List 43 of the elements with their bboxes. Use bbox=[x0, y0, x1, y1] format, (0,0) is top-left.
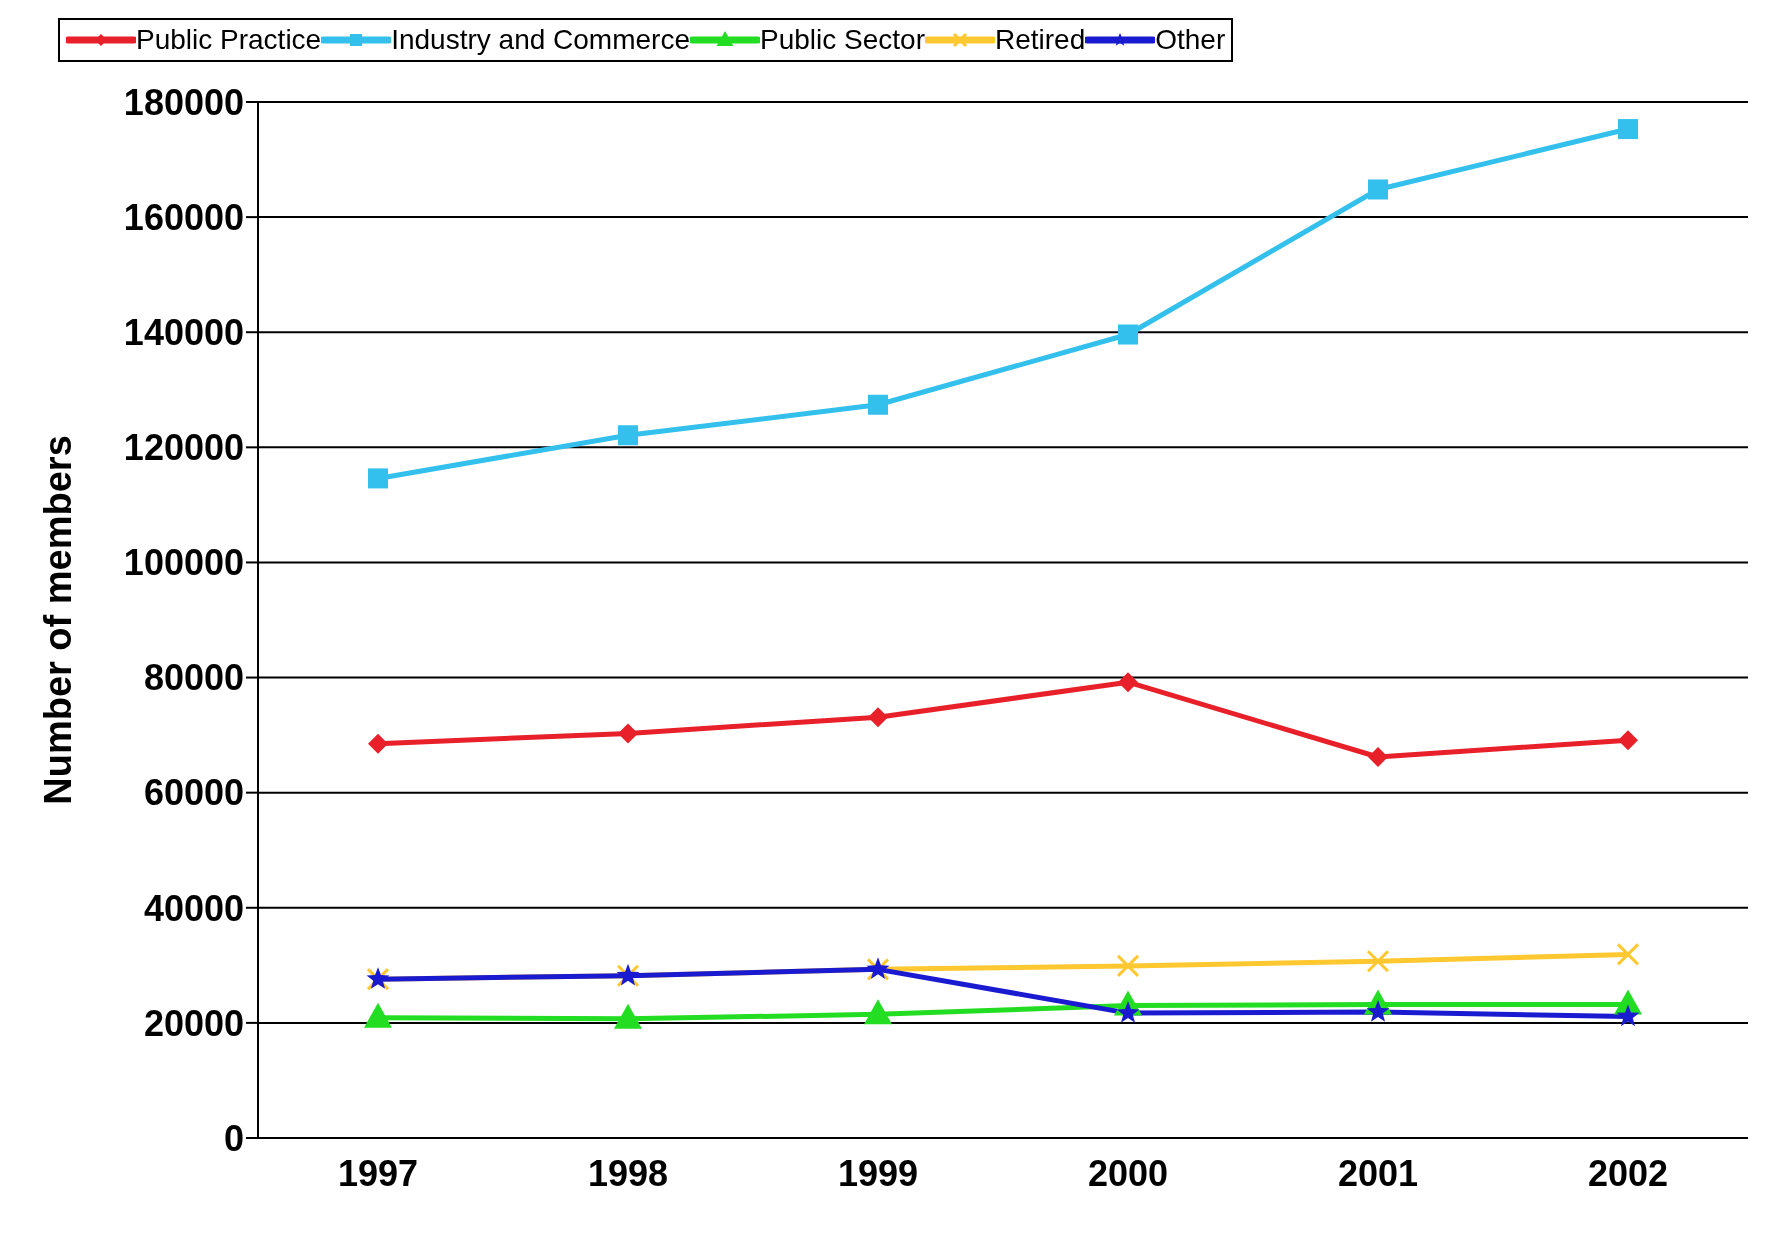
legend-label: Public Practice bbox=[136, 24, 322, 56]
legend-label: Retired bbox=[994, 24, 1086, 56]
point bbox=[368, 733, 388, 754]
point bbox=[868, 707, 888, 728]
x-tick-label: 1998 bbox=[587, 1152, 669, 1194]
point bbox=[1616, 1004, 1640, 1027]
y-tick-label: 100000 bbox=[123, 542, 244, 584]
legend-label: Public Sector bbox=[759, 24, 925, 56]
point bbox=[1368, 179, 1388, 200]
point bbox=[1368, 746, 1388, 767]
point bbox=[1116, 954, 1140, 978]
point bbox=[364, 1002, 392, 1028]
point bbox=[1118, 324, 1138, 345]
point bbox=[868, 394, 888, 415]
x-tick-label: 2000 bbox=[1087, 1152, 1169, 1194]
y-tick-label: 120000 bbox=[123, 427, 244, 469]
legend-label: Other bbox=[1155, 24, 1226, 56]
point bbox=[368, 468, 388, 489]
x-tick-label: 2002 bbox=[1587, 1152, 1669, 1194]
point bbox=[1366, 949, 1390, 973]
point bbox=[1618, 119, 1638, 140]
point bbox=[618, 723, 638, 744]
y-tick-label: 0 bbox=[223, 1117, 244, 1159]
y-tick-label: 80000 bbox=[143, 657, 244, 699]
y-tick-label: 180000 bbox=[123, 81, 244, 123]
legend-label: Industry and Commerce bbox=[391, 24, 690, 56]
point bbox=[1618, 730, 1638, 751]
y-tick-label: 60000 bbox=[143, 772, 244, 814]
point bbox=[1116, 1001, 1140, 1023]
x-tick-label: 1999 bbox=[837, 1152, 919, 1194]
point bbox=[1118, 672, 1138, 693]
y-tick-label: 160000 bbox=[123, 196, 244, 238]
x-tick-label: 1997 bbox=[337, 1152, 419, 1194]
point bbox=[614, 1003, 642, 1029]
x-tick-label: 2001 bbox=[1337, 1152, 1419, 1194]
y-tick-label: 20000 bbox=[143, 1002, 244, 1044]
y-tick-label: 140000 bbox=[123, 312, 244, 353]
y-axis-title: Number of members bbox=[37, 435, 80, 805]
y-tick-label: 40000 bbox=[143, 887, 244, 929]
point bbox=[864, 999, 892, 1025]
point bbox=[1366, 999, 1390, 1022]
point bbox=[1616, 942, 1640, 966]
point bbox=[618, 425, 638, 446]
